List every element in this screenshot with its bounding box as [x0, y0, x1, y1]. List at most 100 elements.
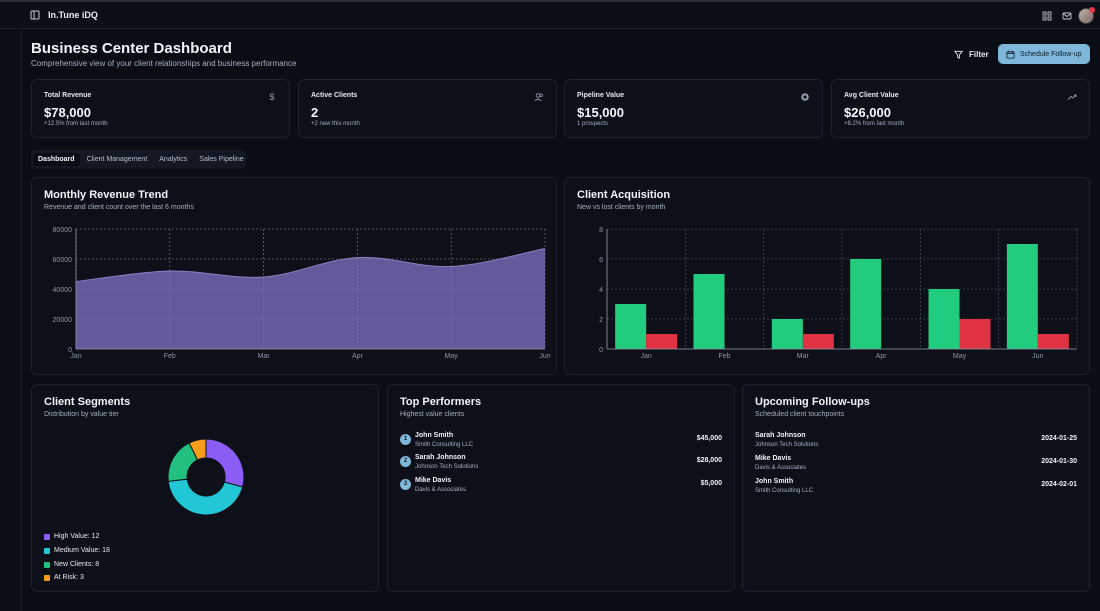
- avatar[interactable]: [1078, 7, 1095, 24]
- card-title: Client Acquisition: [577, 189, 671, 201]
- page-title: Business Center Dashboard: [31, 40, 232, 57]
- trending-up-icon: [1067, 94, 1077, 100]
- list-item[interactable]: 2 Sarah Johnson Johnson Tech Solutions $…: [400, 454, 722, 474]
- rank-badge: 1: [400, 434, 411, 445]
- x-tick-label: Jan: [641, 353, 652, 360]
- y-tick-label: 8: [599, 227, 603, 234]
- dollar-icon: $: [269, 92, 275, 102]
- app-title: In.Tune iDQ: [48, 10, 98, 20]
- bar-new-clients: [771, 319, 803, 349]
- stat-card-pipeline-value: Pipeline Value $15,000 1 prospects: [564, 79, 823, 138]
- area-line: [75, 248, 546, 282]
- stat-card-total-revenue: Total Revenue $ $78,000 +12.5% from last…: [31, 79, 290, 138]
- legend-swatch: [44, 561, 50, 568]
- card-subtitle: Revenue and client count over the last 6…: [44, 204, 194, 211]
- tab-sales-pipeline[interactable]: Sales Pipeline: [199, 156, 244, 163]
- tab-analytics[interactable]: Analytics: [159, 156, 188, 163]
- x-tick-label: Mar: [258, 353, 271, 360]
- grid-icon[interactable]: [1042, 11, 1052, 21]
- list-item[interactable]: John Smith Smith Consulting LLC 2024-02-…: [755, 478, 1077, 498]
- mail-icon[interactable]: [1062, 11, 1072, 21]
- top-performers-card: Top Performers Highest value clients 1 J…: [387, 384, 735, 592]
- x-tick-label: Jun: [539, 353, 550, 360]
- y-tick-label: 4: [599, 287, 603, 294]
- follow-up-date: 2024-02-01: [1041, 481, 1077, 488]
- client-name: Sarah Johnson: [755, 432, 806, 439]
- stat-sub: +12.5% from last month: [44, 121, 108, 127]
- stat-sub: +2 new this month: [311, 121, 360, 127]
- sidebar-toggle-icon[interactable]: [30, 10, 40, 20]
- stat-card-active-clients: Active Clients 2 +2 new this month: [298, 79, 557, 138]
- y-tick-label: 20000: [53, 317, 73, 324]
- upcoming-follow-ups-card: Upcoming Follow-ups Scheduled client tou…: [742, 384, 1090, 592]
- client-name: Sarah Johnson: [415, 454, 466, 461]
- tab-client-management[interactable]: Client Management: [86, 156, 148, 163]
- donut-slice-at-risk: [188, 438, 207, 461]
- x-tick-label: Jun: [1032, 353, 1043, 360]
- x-tick-label: Jan: [70, 353, 81, 360]
- schedule-follow-up-button[interactable]: Schedule Follow-up: [998, 44, 1090, 64]
- card-subtitle: Distribution by value tier: [44, 411, 119, 418]
- bar-lost-clients: [802, 334, 834, 349]
- stat-value: $15,000: [577, 105, 624, 120]
- filter-icon: [954, 50, 963, 59]
- legend-swatch: [44, 533, 50, 540]
- card-title: Monthly Revenue Trend: [44, 189, 169, 201]
- legend-at-risk: At Risk: 3: [44, 574, 84, 581]
- rank-badge: 2: [400, 456, 411, 467]
- legend-swatch: [44, 547, 50, 554]
- y-tick-label: 2: [599, 317, 603, 324]
- list-item[interactable]: Sarah Johnson Johnson Tech Solutions 202…: [755, 432, 1077, 452]
- filter-button[interactable]: Filter: [948, 45, 992, 63]
- x-tick-label: Apr: [876, 353, 888, 360]
- stat-sub: +8.2% from last month: [844, 121, 905, 127]
- bar-lost-clients: [1037, 334, 1069, 349]
- follow-up-date: 2024-01-25: [1041, 435, 1077, 442]
- card-subtitle: Highest value clients: [400, 411, 465, 418]
- legend-medium-value: Medium Value: 18: [44, 547, 110, 554]
- client-name: Mike Davis: [755, 455, 792, 462]
- y-tick-label: 80000: [53, 227, 73, 234]
- x-tick-label: Mar: [797, 353, 810, 360]
- y-tick-label: 0: [599, 347, 603, 354]
- y-tick-label: 0: [68, 347, 72, 354]
- legend-label: At Risk: 3: [54, 574, 84, 581]
- card-subtitle: New vs lost clients by month: [577, 204, 666, 211]
- client-company: Johnson Tech Solutions: [415, 464, 479, 470]
- card-title: Top Performers: [400, 396, 482, 408]
- stat-label: Avg Client Value: [844, 92, 899, 99]
- stat-value: $26,000: [844, 105, 891, 120]
- client-amount: $45,000: [696, 435, 722, 442]
- x-tick-label: May: [953, 353, 967, 360]
- x-tick-label: Apr: [352, 353, 364, 360]
- list-item[interactable]: 3 Mike Davis Davis & Associates $5,000: [400, 477, 722, 497]
- client-amount: $28,000: [696, 457, 722, 464]
- client-name: John Smith: [415, 432, 454, 439]
- client-acquisition-card: Client Acquisition New vs lost clients b…: [564, 177, 1090, 375]
- client-company: Davis & Associates: [755, 465, 807, 471]
- legend-swatch: [44, 574, 50, 581]
- donut-slice-high-value: [205, 438, 245, 488]
- bar-new-clients: [850, 259, 882, 349]
- revenue-area-chart: 0 20000 40000 60000 80000 Jan Feb Mar Apr May Jun: [53, 227, 551, 360]
- donut-slice-medium-value: [167, 478, 244, 516]
- stat-card-avg-client-value: Avg Client Value $26,000 +8.2% from last…: [831, 79, 1090, 138]
- list-item[interactable]: Mike Davis Davis & Associates 2024-01-30: [755, 455, 1077, 475]
- bar-new-clients: [928, 289, 960, 349]
- client-company: Johnson Tech Solutions: [755, 442, 819, 448]
- area-fill: [76, 248, 545, 349]
- rank-badge: 3: [400, 479, 411, 490]
- bar-lost-clients: [646, 334, 678, 349]
- segments-donut-chart: [167, 438, 245, 516]
- x-tick-label: Feb: [164, 353, 176, 360]
- tab-dashboard[interactable]: Dashboard: [33, 153, 80, 166]
- bar-new-clients: [1006, 244, 1038, 349]
- revenue-trend-card: Monthly Revenue Trend Revenue and client…: [31, 177, 557, 375]
- page-subtitle: Comprehensive view of your client relati…: [31, 59, 297, 68]
- y-tick-label: 40000: [53, 287, 73, 294]
- notification-badge: [1089, 7, 1095, 13]
- bar-lost-clients: [959, 319, 991, 349]
- list-item[interactable]: 1 John Smith Smith Consulting LLC $45,00…: [400, 432, 722, 452]
- stat-sub: 1 prospects: [577, 121, 609, 127]
- x-tick-label: May: [445, 353, 459, 360]
